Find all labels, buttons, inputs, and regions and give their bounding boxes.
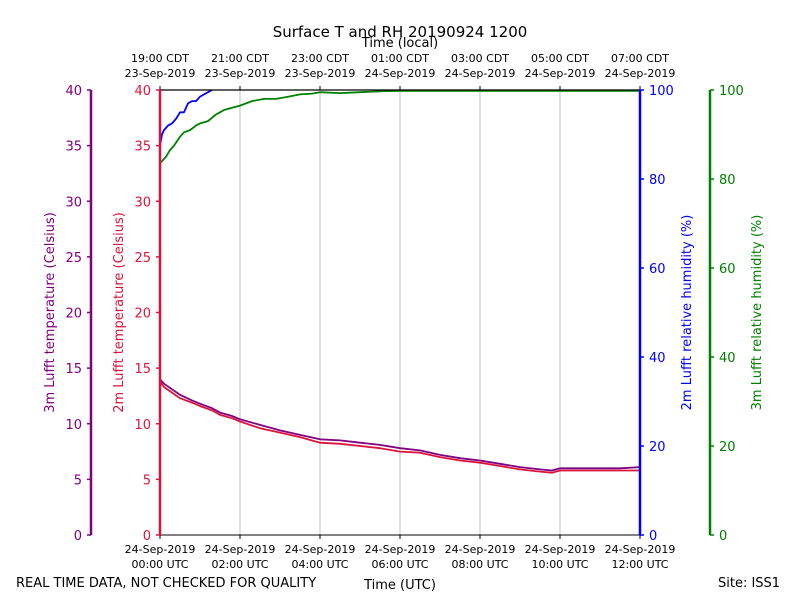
t2m-tick-label: 25: [134, 251, 151, 266]
t2m-tick-label: 30: [134, 195, 151, 210]
t3m-series-line: [159, 378, 641, 472]
t3m-tick-label: 5: [74, 473, 82, 488]
x-top-tick-label: 23:00 CDT: [291, 52, 349, 65]
x-bottom-tick-label: 24-Sep-2019: [365, 543, 436, 556]
x-top-tick-label: 24-Sep-2019: [365, 67, 436, 80]
x-top-tick-label: 24-Sep-2019: [445, 67, 516, 80]
rh2m-tick-label: 60: [649, 262, 666, 277]
x-top-tick-label: 23-Sep-2019: [125, 67, 196, 80]
t2m-tick-label: 10: [134, 418, 151, 433]
x-bottom-tick-label: 24-Sep-2019: [285, 543, 356, 556]
t3m-tick-label: 40: [65, 84, 82, 99]
rh2m-series-line: [159, 89, 213, 146]
x-bottom-tick-label: 06:00 UTC: [371, 558, 428, 571]
t2m-tick-label: 5: [143, 473, 151, 488]
x-bottom-tick-label: 02:00 UTC: [211, 558, 268, 571]
t3m-tick-label: 30: [65, 195, 82, 210]
x-top-tick-label: 23-Sep-2019: [285, 67, 356, 80]
qc-note: REAL TIME DATA, NOT CHECKED FOR QUALITY: [16, 576, 317, 591]
rh3m-tick-label: 20: [719, 440, 736, 455]
x-top-tick-label: 01:00 CDT: [371, 52, 429, 65]
x-bottom-tick-label: 24-Sep-2019: [445, 543, 516, 556]
x-bottom-tick-label: 08:00 UTC: [451, 558, 508, 571]
x-top-tick-label: 05:00 CDT: [531, 52, 589, 65]
x-bottom-tick-label: 24-Sep-2019: [605, 543, 676, 556]
rh2m-tick-label: 20: [649, 440, 666, 455]
x-bottom-tick-label: 04:00 UTC: [291, 558, 348, 571]
t2m-tick-label: 20: [134, 307, 151, 322]
axes: 24-Sep-2019 00:00 UTC 19:00 CDT 23-Sep-2019…: [43, 52, 765, 571]
rh3m-tick-label: 80: [719, 173, 736, 188]
x-bottom-tick-label: 00:00 UTC: [131, 558, 188, 571]
rh2m-tick-label: 80: [649, 173, 666, 188]
x-bottom-tick-label: 12:00 UTC: [611, 558, 668, 571]
site-label: Site: ISS1: [718, 576, 781, 591]
rh3m-axis-label: 3m Lufft relative humidity (%): [750, 215, 765, 411]
x-bottom-tick-label: 24-Sep-2019: [205, 543, 276, 556]
t2m-tick-label: 35: [134, 140, 151, 155]
t2m-series-line: [159, 380, 640, 474]
t2m-tick-label: 40: [134, 84, 151, 99]
x-top-tick-label: 19:00 CDT: [131, 52, 189, 65]
plot-lines: [159, 89, 641, 474]
x-bottom-tick-label: 24-Sep-2019: [125, 543, 196, 556]
rh3m-series-line: [159, 90, 640, 165]
t2m-axis-label: 2m Lufft temperature (Celsius): [112, 212, 127, 413]
chart-title: Surface T and RH 20190924 1200: [273, 23, 528, 41]
t2m-tick-label: 0: [143, 529, 151, 544]
t3m-tick-label: 10: [65, 418, 82, 433]
rh2m-tick-label: 100: [649, 84, 674, 99]
rh3m-tick-label: 0: [719, 529, 727, 544]
t3m-tick-label: 35: [65, 140, 82, 155]
x-top-tick-label: 24-Sep-2019: [525, 67, 596, 80]
t3m-tick-label: 25: [65, 251, 82, 266]
t3m-tick-label: 20: [65, 307, 82, 322]
bottom-axis-label: Time (UTC): [363, 578, 436, 593]
rh3m-tick-label: 60: [719, 262, 736, 277]
rh3m-tick-label: 40: [719, 351, 736, 366]
top-axis-label: Time (local): [361, 36, 438, 51]
x-bottom-tick-label: 24-Sep-2019: [525, 543, 596, 556]
rh2m-tick-label: 40: [649, 351, 666, 366]
rh2m-tick-label: 0: [649, 529, 657, 544]
x-top-tick-label: 23-Sep-2019: [205, 67, 276, 80]
x-bottom-tick-label: 10:00 UTC: [531, 558, 588, 571]
t2m-tick-label: 15: [134, 362, 151, 377]
rh2m-axis-label: 2m Lufft relative humidity (%): [680, 215, 695, 411]
x-top-tick-label: 21:00 CDT: [211, 52, 269, 65]
t3m-axis-label: 3m Lufft temperature (Celsius): [43, 212, 58, 413]
x-top-tick-label: 24-Sep-2019: [605, 67, 676, 80]
rh3m-tick-label: 100: [719, 84, 744, 99]
t3m-tick-label: 15: [65, 362, 82, 377]
x-top-tick-label: 03:00 CDT: [451, 52, 509, 65]
t3m-tick-label: 0: [74, 529, 82, 544]
x-top-tick-label: 07:00 CDT: [611, 52, 669, 65]
